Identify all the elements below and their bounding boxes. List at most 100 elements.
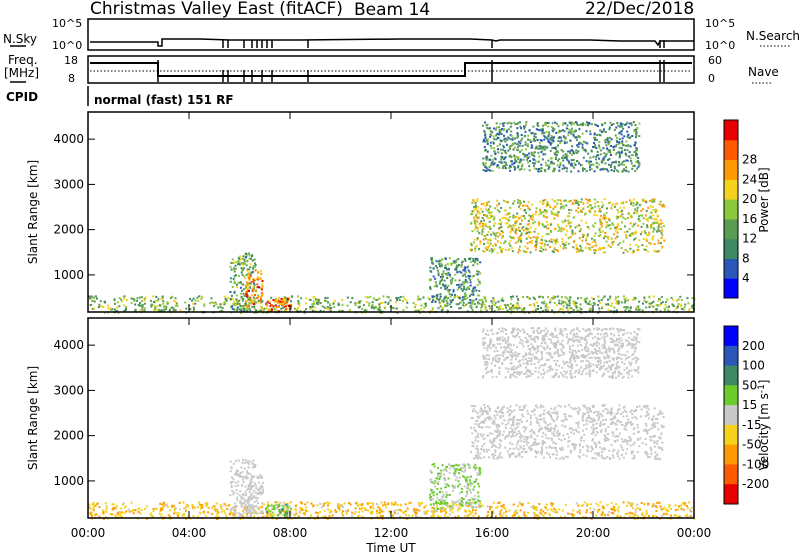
data-cell xyxy=(500,133,503,135)
data-cell xyxy=(650,242,653,245)
data-cell xyxy=(588,420,591,423)
data-cell xyxy=(525,211,527,214)
data-cell xyxy=(488,409,491,412)
data-cell xyxy=(474,213,477,216)
data-cell xyxy=(472,408,475,411)
data-cell xyxy=(475,244,478,247)
data-cell xyxy=(660,237,663,239)
data-cell xyxy=(618,141,621,144)
data-cell xyxy=(552,207,555,210)
data-cell xyxy=(102,509,105,512)
data-cell xyxy=(576,251,578,253)
data-cell xyxy=(210,297,213,300)
data-cell xyxy=(219,506,222,509)
data-cell xyxy=(472,274,475,277)
data-cell xyxy=(477,278,480,281)
data-cell xyxy=(89,297,92,300)
data-cell xyxy=(655,308,658,311)
data-cell xyxy=(604,122,606,125)
data-cell xyxy=(437,274,440,277)
data-cell xyxy=(575,502,578,505)
data-cell xyxy=(337,304,340,306)
data-cell xyxy=(577,297,579,300)
data-cell xyxy=(505,130,508,133)
data-cell xyxy=(98,506,101,509)
data-cell xyxy=(628,122,631,125)
data-cell xyxy=(665,306,668,309)
data-cell xyxy=(562,150,565,153)
data-cell xyxy=(507,419,510,422)
data-cell xyxy=(436,493,438,496)
data-cell xyxy=(446,504,449,507)
data-cell xyxy=(508,121,511,124)
data-cell xyxy=(644,248,647,251)
data-cell xyxy=(513,514,516,517)
data-cell xyxy=(598,442,601,445)
data-cell xyxy=(649,205,652,208)
data-cell xyxy=(297,300,300,303)
data-cell xyxy=(537,224,540,227)
data-cell xyxy=(677,303,680,306)
data-cell xyxy=(530,239,533,242)
data-cell xyxy=(436,509,438,512)
data-cell xyxy=(171,295,174,298)
data-cell xyxy=(624,153,627,155)
data-cell xyxy=(328,502,331,505)
data-cell xyxy=(502,512,505,515)
data-cell xyxy=(600,160,603,163)
data-cell xyxy=(588,308,591,311)
data-cell xyxy=(467,499,469,502)
data-cell xyxy=(633,151,636,153)
data-cell xyxy=(544,433,547,436)
data-cell xyxy=(588,416,590,419)
data-cell xyxy=(508,167,510,169)
data-cell xyxy=(524,154,527,157)
data-cell xyxy=(632,204,635,207)
data-cell xyxy=(547,141,550,143)
data-cell xyxy=(497,151,500,154)
data-cell xyxy=(133,298,136,301)
data-cell xyxy=(385,506,388,509)
data-cell xyxy=(161,508,164,511)
data-cell xyxy=(631,167,634,170)
data-cell xyxy=(144,296,147,299)
data-cell xyxy=(383,501,386,504)
data-cell xyxy=(502,299,505,302)
data-cell xyxy=(604,141,607,144)
data-cell xyxy=(524,141,527,144)
data-cell xyxy=(525,250,528,253)
data-cell xyxy=(460,487,463,490)
data-cell xyxy=(645,238,648,241)
data-cell xyxy=(461,467,464,470)
colorbar-swatch xyxy=(724,199,738,220)
data-cell xyxy=(90,297,93,299)
data-cell xyxy=(476,448,479,451)
data-cell xyxy=(537,125,540,127)
data-cell xyxy=(519,235,522,238)
data-cell xyxy=(615,160,618,163)
data-cell xyxy=(283,303,286,305)
data-cell xyxy=(466,490,469,493)
data-cell xyxy=(244,304,247,306)
data-cell xyxy=(98,303,101,306)
data-cell xyxy=(370,510,373,513)
data-cell xyxy=(481,230,484,233)
data-cell xyxy=(498,160,501,163)
data-cell xyxy=(623,306,626,309)
data-cell xyxy=(361,510,364,513)
data-cell xyxy=(658,230,661,232)
data-cell xyxy=(626,230,629,233)
data-cell xyxy=(165,305,168,308)
data-cell xyxy=(497,148,499,151)
data-cell xyxy=(239,281,241,284)
data-cell xyxy=(320,506,323,509)
data-cell xyxy=(641,512,644,515)
data-cell xyxy=(478,248,480,251)
data-cell xyxy=(476,257,479,260)
data-cell xyxy=(452,261,454,264)
data-cell xyxy=(601,448,604,451)
data-cell xyxy=(573,300,576,303)
data-cell xyxy=(141,306,144,308)
data-cell xyxy=(112,508,115,511)
data-cell xyxy=(104,301,106,304)
